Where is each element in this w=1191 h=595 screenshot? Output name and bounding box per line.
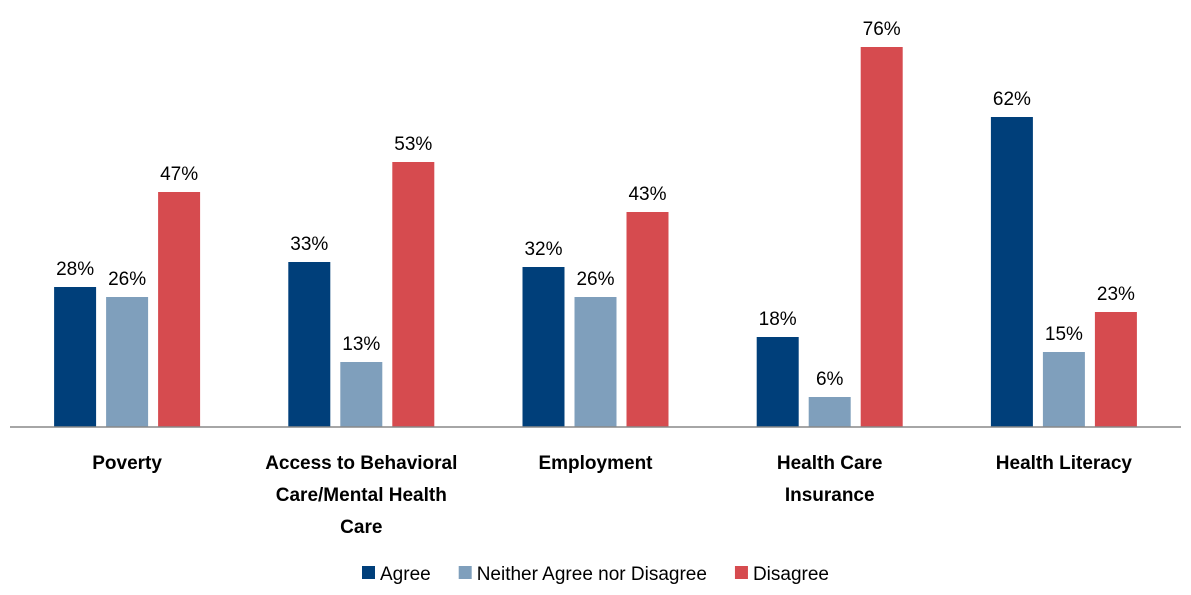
bar-disagree-1 bbox=[392, 162, 435, 427]
bar-neither-agree-nor-disagree-3 bbox=[808, 397, 851, 427]
value-labels-layer: 28% 26% 47% 33% 13% 53% 32% 26% 43% 18% 6% 76% 62% 15… bbox=[56, 19, 1135, 390]
category-label-line: Care/Mental Health bbox=[276, 485, 447, 506]
bar-neither-agree-nor-disagree-0 bbox=[106, 297, 149, 427]
value-label: 47% bbox=[160, 164, 198, 185]
legend-swatch bbox=[458, 566, 472, 579]
value-label: 62% bbox=[993, 89, 1031, 110]
legend-label: Neither Agree nor Disagree bbox=[477, 564, 707, 585]
category-label-line: Access to Behavioral bbox=[265, 453, 457, 474]
bar-agree-1 bbox=[288, 262, 331, 427]
bar-agree-3 bbox=[756, 337, 799, 427]
value-label: 43% bbox=[628, 184, 666, 205]
legend-swatch bbox=[362, 566, 375, 579]
bar-disagree-2 bbox=[626, 212, 669, 427]
legend-swatch bbox=[734, 566, 748, 579]
value-label: 15% bbox=[1045, 324, 1083, 345]
bar-agree-2 bbox=[522, 267, 565, 427]
bar-agree-4 bbox=[990, 117, 1033, 427]
category-labels-layer: Poverty Access to Behavioral Care/Mental H… bbox=[92, 453, 1132, 538]
legend-item-disagree: Disagree bbox=[734, 564, 829, 585]
bar-neither-agree-nor-disagree-1 bbox=[340, 362, 383, 427]
category-label-line: Insurance bbox=[785, 485, 875, 506]
value-label: 26% bbox=[576, 269, 614, 290]
bar-agree-0 bbox=[54, 287, 97, 427]
legend: Agree Neither Agree nor Disagree Disagree bbox=[362, 564, 829, 585]
category-label: Employment bbox=[538, 453, 653, 474]
value-label: 32% bbox=[524, 239, 562, 260]
legend-item-neither-agree-nor-disagree: Neither Agree nor Disagree bbox=[458, 564, 707, 585]
category-label: Health Literacy bbox=[996, 453, 1133, 474]
category-label-line: Health Care bbox=[777, 453, 883, 474]
category-label: Access to Behavioral Care/Mental Health Ca… bbox=[265, 453, 457, 538]
value-label: 76% bbox=[863, 19, 901, 40]
legend-label: Agree bbox=[380, 564, 431, 585]
category-label-line: Health Literacy bbox=[996, 453, 1133, 474]
bar-neither-agree-nor-disagree-4 bbox=[1042, 352, 1085, 427]
category-label-line: Employment bbox=[538, 453, 653, 474]
value-label: 33% bbox=[290, 234, 328, 255]
bar-disagree-4 bbox=[1094, 312, 1137, 427]
value-label: 6% bbox=[816, 369, 844, 390]
bar-neither-agree-nor-disagree-2 bbox=[574, 297, 617, 427]
value-label: 53% bbox=[394, 134, 432, 155]
category-label-line: Poverty bbox=[92, 453, 162, 474]
legend-label: Disagree bbox=[753, 564, 829, 585]
bar-disagree-3 bbox=[860, 47, 903, 427]
value-label: 26% bbox=[108, 269, 146, 290]
category-label: Health Care Insurance bbox=[777, 453, 883, 506]
value-label: 18% bbox=[759, 309, 797, 330]
bar-disagree-0 bbox=[158, 192, 201, 427]
bars-layer bbox=[54, 47, 1137, 427]
value-label: 23% bbox=[1097, 284, 1135, 305]
category-label: Poverty bbox=[92, 453, 162, 474]
value-label: 13% bbox=[342, 334, 380, 355]
value-label: 28% bbox=[56, 259, 94, 280]
category-label-line: Care bbox=[340, 517, 382, 538]
legend-item-agree: Agree bbox=[362, 564, 431, 585]
